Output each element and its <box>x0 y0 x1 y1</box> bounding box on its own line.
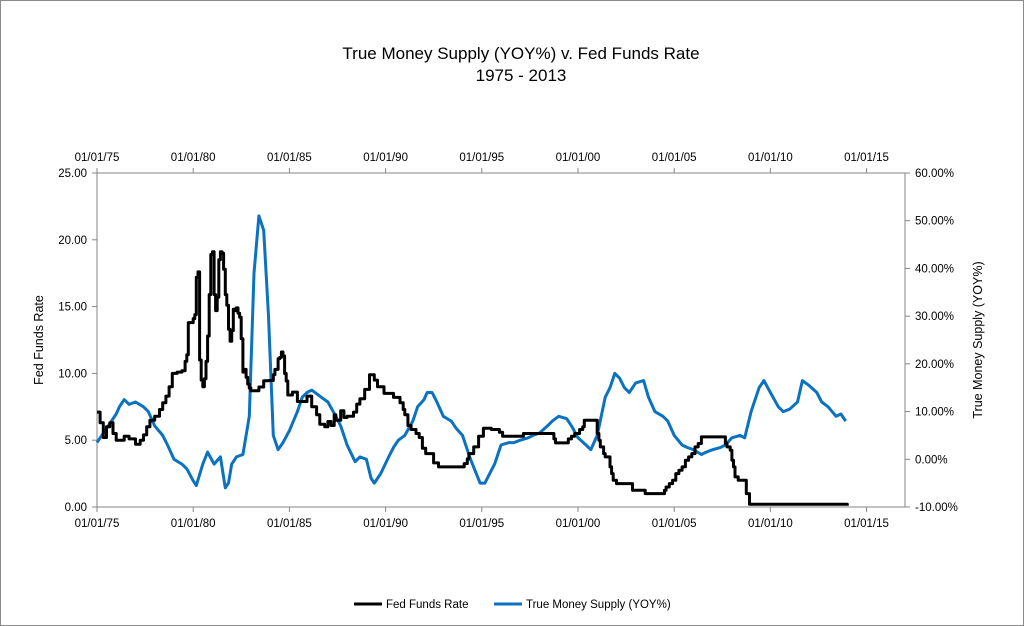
x-tick-label-bottom: 01/01/05 <box>652 518 697 530</box>
x-tick-label-bottom: 01/01/95 <box>459 518 504 530</box>
x-tick-label-top: 01/01/80 <box>171 152 216 164</box>
x-tick-label-bottom: 01/01/75 <box>75 518 120 530</box>
y-right-tick-label: 40.00% <box>915 263 954 275</box>
series-lines <box>95 214 849 506</box>
x-tick-label-top: 01/01/75 <box>75 152 120 164</box>
x-tick-label-bottom: 01/01/15 <box>844 518 889 530</box>
x-tick-label-top: 01/01/10 <box>748 152 793 164</box>
x-tick-label-bottom: 01/01/00 <box>556 518 601 530</box>
x-tick-label-bottom: 01/01/85 <box>267 518 312 530</box>
series-line-fed-funds-rate <box>97 250 849 506</box>
chart-title-line1: True Money Supply (YOY%) v. Fed Funds Ra… <box>342 44 699 63</box>
y-right-tick-label: -10.00% <box>915 502 958 514</box>
y-left-tick-label: 5.00 <box>65 435 87 447</box>
y-right-tick-label: 0.00% <box>915 454 948 466</box>
legend: Fed Funds Rate True Money Supply (YOY%) <box>354 599 671 611</box>
left-axis-title: Fed Funds Rate <box>32 295 46 385</box>
y-right-tick-label: 30.00% <box>915 311 954 323</box>
x-tick-label-bottom: 01/01/80 <box>171 518 216 530</box>
chart-title-line2: 1975 - 2013 <box>476 66 567 85</box>
legend-item-money-supply: True Money Supply (YOY%) <box>494 599 671 611</box>
y-right-tick-label: 20.00% <box>915 359 954 371</box>
y-right-tick-label: 60.00% <box>915 168 954 180</box>
y-left-tick-label: 0.00 <box>65 502 87 514</box>
x-tick-label-top: 01/01/15 <box>844 152 889 164</box>
axes <box>92 168 910 512</box>
x-tick-label-top: 01/01/90 <box>363 152 408 164</box>
x-tick-label-bottom: 01/01/10 <box>748 518 793 530</box>
right-axis-title: True Money Supply (YOY%) <box>971 261 985 418</box>
legend-label-fed-funds: Fed Funds Rate <box>386 599 468 611</box>
legend-label-money-supply: True Money Supply (YOY%) <box>526 599 671 611</box>
y-left-tick-label: 25.00 <box>58 168 87 180</box>
tick-labels: 01/01/75 01/01/75 01/01/80 01/01/80 01/01/85… <box>58 152 958 530</box>
y-left-tick-label: 10.00 <box>58 368 87 380</box>
x-tick-label-top: 01/01/85 <box>267 152 312 164</box>
x-tick-label-bottom: 01/01/90 <box>363 518 408 530</box>
y-left-tick-label: 20.00 <box>58 235 87 247</box>
x-tick-label-top: 01/01/95 <box>459 152 504 164</box>
legend-item-fed-funds: Fed Funds Rate <box>354 599 468 611</box>
x-tick-label-top: 01/01/00 <box>556 152 601 164</box>
y-right-tick-label: 10.00% <box>915 407 954 419</box>
y-right-tick-label: 50.00% <box>915 216 954 228</box>
x-tick-label-top: 01/01/05 <box>652 152 697 164</box>
y-left-tick-label: 15.00 <box>58 302 87 314</box>
series-line-true-money-supply <box>95 214 847 490</box>
